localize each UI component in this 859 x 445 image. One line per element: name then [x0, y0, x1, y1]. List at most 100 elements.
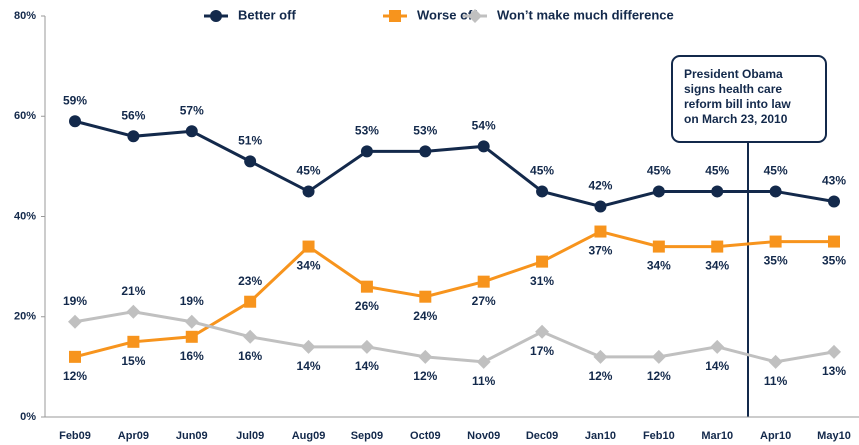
x-tick-label: Aug09 [292, 430, 326, 442]
marker [828, 195, 840, 208]
marker [302, 240, 315, 253]
marker [477, 275, 490, 288]
data-label: 34% [297, 259, 321, 273]
legend-label: Better off [238, 7, 296, 22]
marker [302, 185, 315, 198]
y-tick-label: 80% [14, 10, 36, 22]
data-label: 59% [63, 93, 87, 107]
marker [594, 200, 607, 213]
marker [244, 155, 257, 168]
data-label: 19% [180, 294, 204, 308]
data-label: 34% [705, 259, 729, 273]
data-label: 14% [355, 359, 379, 373]
x-tick-label: Dec09 [526, 430, 558, 442]
series-line [74, 229, 834, 359]
marker [210, 10, 222, 22]
marker [126, 304, 141, 319]
marker [389, 10, 401, 22]
marker [69, 115, 81, 128]
data-label: 14% [297, 359, 321, 373]
data-label: 23% [238, 274, 262, 288]
data-label: 45% [764, 164, 788, 178]
annotation-text: signs health care [684, 82, 782, 96]
marker [768, 354, 783, 369]
marker [360, 280, 373, 293]
data-label: 27% [472, 294, 496, 308]
data-label: 16% [238, 349, 262, 363]
marker [710, 339, 725, 354]
data-label: 53% [413, 124, 437, 138]
data-label: 24% [413, 309, 437, 323]
marker [476, 354, 491, 369]
marker [69, 350, 81, 363]
data-label: 31% [530, 274, 554, 288]
data-label: 12% [647, 369, 671, 383]
marker [360, 145, 373, 158]
annotation-text: reform bill into law [684, 97, 791, 111]
data-label: 11% [764, 374, 788, 388]
x-tick-label: Apr10 [760, 430, 791, 442]
marker [301, 339, 316, 354]
marker [535, 324, 550, 339]
data-label: 21% [121, 284, 145, 298]
x-tick-label: Mar10 [701, 430, 733, 442]
marker [243, 329, 258, 344]
data-label: 12% [413, 369, 437, 383]
data-label: 11% [472, 374, 496, 388]
annotation-text: on March 23, 2010 [684, 112, 788, 126]
data-label: 56% [121, 108, 145, 122]
data-label: 12% [63, 369, 87, 383]
data-label: 54% [472, 118, 496, 132]
marker [536, 255, 549, 268]
marker [419, 145, 432, 158]
data-label: 35% [764, 254, 788, 268]
data-label: 17% [530, 344, 554, 358]
data-label: 42% [588, 179, 612, 193]
marker [711, 185, 724, 198]
marker [593, 349, 608, 364]
y-tick-label: 0% [20, 411, 36, 423]
marker [477, 140, 490, 153]
data-label: 13% [822, 364, 846, 378]
marker [652, 185, 665, 198]
data-label: 45% [705, 164, 729, 178]
marker [828, 235, 840, 248]
marker [359, 339, 374, 354]
marker [185, 330, 198, 343]
marker [594, 225, 607, 238]
series-line [74, 310, 835, 364]
marker [769, 185, 782, 198]
legend-label: Won’t make much difference [497, 7, 674, 22]
x-tick-label: May10 [817, 430, 851, 442]
marker [536, 185, 549, 198]
data-label: 12% [588, 369, 612, 383]
data-label: 43% [822, 174, 846, 188]
data-label: 34% [647, 259, 671, 273]
data-label: 19% [63, 294, 87, 308]
annotation-text: President Obama [684, 67, 783, 81]
x-tick-label: Sep09 [351, 430, 383, 442]
x-tick-label: Feb09 [59, 430, 91, 442]
marker [468, 9, 482, 23]
data-label: 35% [822, 254, 846, 268]
marker [418, 349, 433, 364]
y-tick-label: 20% [14, 311, 36, 323]
data-label: 26% [355, 299, 379, 313]
marker [419, 290, 432, 303]
marker [244, 295, 257, 308]
y-tick-label: 40% [14, 210, 36, 222]
data-label: 51% [238, 134, 262, 148]
x-tick-label: Jan10 [585, 430, 616, 442]
data-label: 16% [180, 349, 204, 363]
data-label: 53% [355, 124, 379, 138]
marker [127, 130, 140, 143]
marker [185, 125, 198, 138]
marker [827, 344, 841, 359]
marker [651, 349, 666, 364]
x-tick-label: Feb10 [643, 430, 675, 442]
x-tick-label: Oct09 [410, 430, 441, 442]
x-tick-label: Nov09 [467, 430, 500, 442]
data-label: 37% [588, 244, 612, 258]
data-label: 45% [297, 164, 321, 178]
y-tick-label: 60% [14, 110, 36, 122]
